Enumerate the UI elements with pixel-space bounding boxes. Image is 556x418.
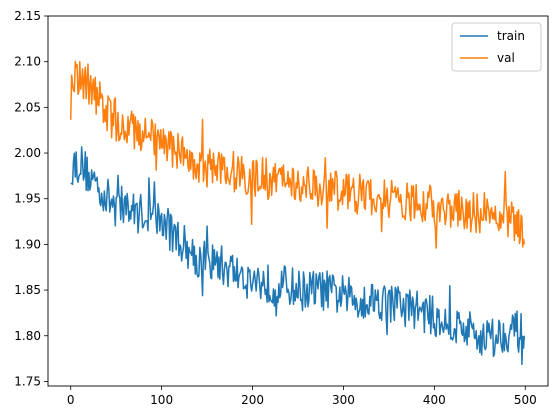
legend: train val <box>451 22 542 72</box>
y-tick-label: 2.10 <box>14 55 41 69</box>
legend-box <box>451 22 542 72</box>
series-train <box>70 146 526 366</box>
y-tick-label: 1.90 <box>14 237 41 251</box>
series-layer <box>69 60 526 366</box>
series-line-train <box>70 146 526 366</box>
x-tick-label: 0 <box>67 393 75 407</box>
x-tick-label: 500 <box>514 393 537 407</box>
y-tick-label: 2.15 <box>14 9 41 23</box>
x-axis: 0 100 200 300 400 500 <box>67 386 537 407</box>
series-val <box>69 60 526 249</box>
x-tick-label: 100 <box>150 393 173 407</box>
plot-area <box>48 16 548 386</box>
x-tick-label: 300 <box>332 393 355 407</box>
plot-frame <box>47 15 549 387</box>
legend-label-val: val <box>497 51 515 65</box>
legend-label-train: train <box>497 29 525 43</box>
y-tick-label: 1.85 <box>14 283 41 297</box>
x-tick-label: 400 <box>423 393 446 407</box>
x-tick-label: 200 <box>241 393 264 407</box>
y-tick-label: 2.00 <box>14 146 41 160</box>
y-tick-label: 1.80 <box>14 329 41 343</box>
y-tick-label: 1.75 <box>14 374 41 388</box>
y-tick-label: 2.05 <box>14 100 41 114</box>
y-axis: 1.75 1.80 1.85 1.90 1.95 2.00 2.05 2.10 2.15 <box>14 9 48 388</box>
y-tick-label: 1.95 <box>14 192 41 206</box>
series-line-val <box>69 60 526 249</box>
